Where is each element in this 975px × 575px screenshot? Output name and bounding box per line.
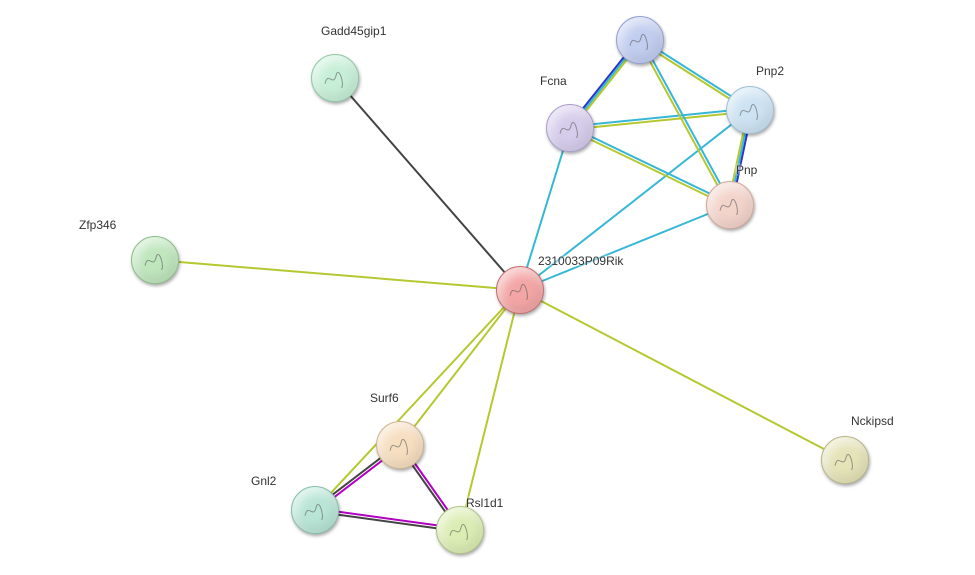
protein-bubble-icon[interactable] [726,86,774,134]
protein-bubble-icon[interactable] [496,266,544,314]
edge [570,111,750,129]
edge [315,290,520,510]
protein-bubble-icon[interactable] [291,486,339,534]
structure-glyph-icon [556,114,584,142]
protein-bubble-icon[interactable] [131,236,179,284]
edge [460,290,520,530]
structure-glyph-icon [386,431,414,459]
node-fcna[interactable]: Fcna [546,104,594,152]
edges-layer [0,0,975,575]
protein-bubble-icon[interactable] [376,421,424,469]
node-surf6[interactable]: Surf6 [376,421,424,469]
node-gnl2[interactable]: Gnl2 [291,486,339,534]
structure-glyph-icon [446,516,474,544]
protein-bubble-icon[interactable] [436,506,484,554]
node-nckipsd[interactable]: Nckipsd [821,436,869,484]
structure-glyph-icon [716,191,744,219]
node-rsl1d1[interactable]: Rsl1d1 [436,506,484,554]
protein-bubble-icon[interactable] [616,16,664,64]
structure-glyph-icon [831,446,859,474]
protein-bubble-icon[interactable] [821,436,869,484]
node-fcnb[interactable]: Fcnb [616,16,664,64]
node-center[interactable]: 2310033P09Rik [496,266,544,314]
edge [520,290,845,460]
structure-glyph-icon [506,276,534,304]
node-pnp2[interactable]: Pnp2 [726,86,774,134]
edge [520,205,730,290]
node-zfp[interactable]: Zfp346 [131,236,179,284]
protein-bubble-icon[interactable] [706,181,754,229]
node-gadd[interactable]: Gadd45gip1 [311,54,359,102]
structure-glyph-icon [141,246,169,274]
edge [570,109,750,127]
edge [155,260,520,290]
protein-bubble-icon[interactable] [546,104,594,152]
protein-bubble-icon[interactable] [311,54,359,102]
structure-glyph-icon [301,496,329,524]
structure-glyph-icon [736,96,764,124]
node-pnp[interactable]: Pnp [706,181,754,229]
structure-glyph-icon [321,64,349,92]
edge [335,78,520,290]
network-canvas: 2310033P09Rik Gadd45gip1 Zfp346 Nckipsd Surf… [0,0,975,575]
structure-glyph-icon [626,26,654,54]
